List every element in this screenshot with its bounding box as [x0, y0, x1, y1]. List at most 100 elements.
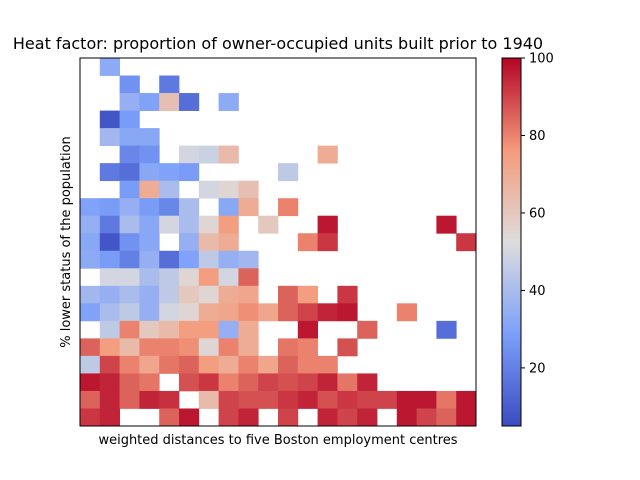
heatmap-cell: [357, 390, 378, 409]
heatmap-cell: [198, 320, 219, 339]
heatmap-cell: [238, 198, 259, 217]
heatmap-cell: [99, 198, 120, 217]
heatmap-cell: [258, 355, 279, 374]
heatmap-cell: [179, 233, 200, 252]
heatmap-cell: [159, 408, 180, 427]
heatmap-cell: [337, 408, 358, 427]
heatmap-cell: [198, 215, 219, 234]
heatmap-cell: [218, 355, 239, 374]
heatmap-cell: [119, 180, 140, 199]
heatmap-cell: [99, 128, 120, 147]
heatmap-cell: [99, 250, 120, 269]
colorbar-ticks: 20 40 60 80 100: [521, 52, 554, 376]
heatmap-cell: [119, 285, 140, 304]
heatmap-cell: [139, 250, 160, 269]
heatmap-cell: [80, 198, 101, 217]
heatmap-cell: [139, 145, 160, 164]
heatmap-cell: [218, 338, 239, 357]
heatmap-cell: [198, 250, 219, 269]
heatmap-cell: [238, 338, 259, 357]
heatmap-cell: [139, 338, 160, 357]
heatmap-cell: [99, 373, 120, 392]
heatmap-cell: [99, 320, 120, 339]
heatmap-cell: [297, 338, 318, 357]
heatmap-cell: [179, 320, 200, 339]
heatmap-cells: [80, 58, 477, 427]
colorbar-tick-label: 40: [529, 284, 546, 299]
heatmap-cell: [317, 390, 338, 409]
heatmap-cell: [198, 268, 219, 287]
heatmap-cell: [218, 250, 239, 269]
heatmap-cell: [238, 390, 259, 409]
heatmap-cell: [317, 355, 338, 374]
heatmap-cell: [139, 285, 160, 304]
heatmap-cell: [80, 285, 101, 304]
heatmap-cell: [159, 215, 180, 234]
heatmap-cell: [317, 303, 338, 322]
heatmap-cell: [159, 390, 180, 409]
heatmap-cell: [337, 338, 358, 357]
colorbar: [501, 57, 522, 427]
heatmap-cell: [297, 355, 318, 374]
heatmap-cell: [179, 408, 200, 427]
heatmap-cell: [396, 408, 417, 427]
heatmap-cell: [357, 408, 378, 427]
heatmap-cell: [119, 320, 140, 339]
heatmap-cell: [119, 355, 140, 374]
heatmap-cell: [198, 355, 219, 374]
colorbar-tick-label: 60: [529, 206, 546, 221]
colorbar-tick-label: 80: [529, 129, 546, 144]
heatmap-cell: [278, 373, 299, 392]
heatmap-cell: [119, 75, 140, 94]
heatmap-cell: [416, 408, 437, 427]
heatmap-cell: [99, 110, 120, 129]
heatmap-cell: [179, 215, 200, 234]
heatmap-cell: [278, 408, 299, 427]
heatmap-cell: [179, 355, 200, 374]
heatmap-cell: [159, 303, 180, 322]
y-axis-label: % lower status of the population: [59, 136, 74, 348]
heatmap-cell: [198, 373, 219, 392]
heatmap-cell: [139, 93, 160, 111]
heatmap-cell: [119, 250, 140, 269]
heatmap-cell: [436, 408, 457, 427]
heatmap-cell: [99, 390, 120, 409]
heatmap-cell: [297, 285, 318, 304]
heatmap-cell: [80, 215, 101, 234]
heatmap-cell: [238, 373, 259, 392]
heatmap-cell: [337, 373, 358, 392]
heatmap-cell: [198, 180, 219, 199]
heatmap-cell: [119, 390, 140, 409]
heatmap-cell: [159, 180, 180, 199]
heatmap-cell: [80, 250, 101, 269]
heatmap-cell: [238, 180, 259, 199]
plot-frame: [79, 57, 477, 427]
heatmap-cell: [99, 408, 120, 427]
heatmap-cell: [377, 390, 398, 409]
heatmap-cell: [159, 198, 180, 217]
heatmap-cell: [198, 338, 219, 357]
heatmap-cell: [218, 93, 239, 111]
colorbar-tick-label: 20: [529, 361, 546, 376]
heatmap-cell: [99, 303, 120, 322]
heatmap-cell: [278, 390, 299, 409]
heatmap-cell: [218, 233, 239, 252]
heatmap-cell: [198, 285, 219, 304]
heatmap-cell: [258, 303, 279, 322]
heatmap-cell: [317, 233, 338, 252]
heatmap-cell: [179, 93, 200, 111]
heatmap-cell: [278, 163, 299, 182]
heatmap-cell: [436, 215, 457, 234]
heatmap-cell: [119, 373, 140, 392]
heatmap-cell: [139, 215, 160, 234]
heatmap-cell: [80, 338, 101, 357]
heatmap-cell: [238, 268, 259, 287]
heatmap-cell: [436, 390, 457, 409]
heatmap-cell: [238, 285, 259, 304]
heatmap-cell: [159, 320, 180, 339]
heatmap-cell: [238, 320, 259, 339]
heatmap-cell: [337, 285, 358, 304]
heatmap-cell: [99, 215, 120, 234]
heatmap-cell: [80, 390, 101, 409]
